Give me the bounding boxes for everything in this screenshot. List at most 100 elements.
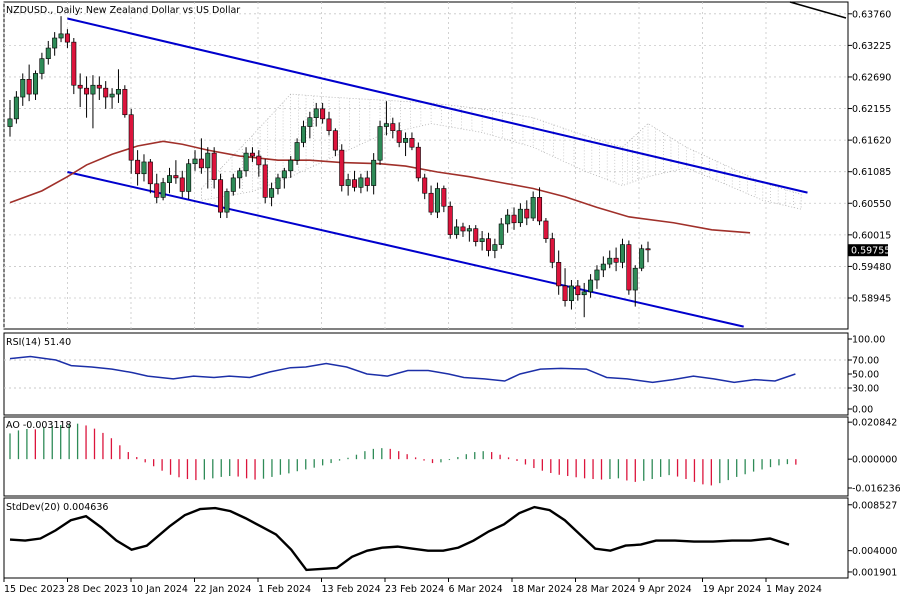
candle-body — [447, 205, 453, 235]
candle-body — [128, 114, 134, 161]
trendline-fragment — [789, 1, 847, 19]
candle-body — [167, 175, 173, 183]
stddev-tick-label: 0.001901 — [852, 567, 897, 578]
candle-body — [39, 58, 45, 74]
candle-body — [58, 33, 64, 39]
candle-body — [485, 238, 491, 251]
candle-body — [524, 208, 530, 219]
rsi-path — [9, 355, 796, 384]
candle-body — [7, 118, 13, 127]
rsi-level-lines — [4, 359, 848, 389]
price-tick-label: 0.60550 — [852, 199, 891, 210]
time-tick-label: 1 May 2024 — [766, 584, 822, 595]
time-axis: 15 Dec 2023 28 Dec 2023 10 Jan 2024 22 Jan … — [3, 578, 822, 595]
candle-body — [288, 159, 294, 172]
candle-body — [639, 248, 645, 269]
candle-body — [218, 179, 224, 213]
time-tick-label: 10 Jan 2024 — [131, 584, 188, 595]
time-tick-label: 18 Mar 2024 — [512, 584, 572, 595]
ichimoku-cloud — [200, 93, 802, 210]
ao-histogram — [9, 423, 797, 486]
candle-body — [600, 263, 606, 271]
price-tick-label: 0.59480 — [852, 262, 891, 273]
time-tick-label: 23 Feb 2024 — [385, 584, 444, 595]
candle-body — [549, 238, 555, 263]
candle-body — [383, 123, 389, 127]
rsi-line — [9, 355, 796, 384]
candle-body — [339, 149, 345, 186]
candle-body — [332, 130, 338, 151]
candle-body — [511, 214, 517, 224]
candle-body — [632, 267, 638, 291]
candle-body — [230, 177, 236, 192]
candle-body — [390, 123, 396, 131]
candle-body — [281, 170, 287, 179]
candle-body — [64, 33, 70, 43]
ao-tick-label: -0.016236 — [852, 483, 900, 494]
candle-body — [77, 84, 83, 89]
stddev-pane[interactable]: 0.008527 0.004000 0.001901 StdDev(20) 0.00… — [3, 497, 897, 579]
ao-pane[interactable]: 0.020842 0.000000 -0.016236 AO -0.003118 — [3, 416, 900, 497]
candle-body — [562, 285, 568, 301]
candle-body — [345, 179, 351, 186]
rsi-tick-label: 100.00 — [852, 335, 885, 346]
stddev-line — [9, 505, 790, 572]
candle-body — [211, 152, 217, 180]
candle-body — [428, 192, 434, 213]
candle-body — [454, 226, 460, 235]
candle-body — [237, 170, 243, 179]
candle-body — [441, 188, 447, 207]
candle-body — [13, 96, 19, 120]
current-price-marker: 0.59755 — [848, 244, 890, 257]
candle-body — [96, 84, 102, 89]
candle-body — [607, 257, 613, 265]
candle-body — [403, 138, 409, 143]
candle-body — [479, 238, 485, 242]
ao-pane-frame — [3, 416, 849, 497]
candle-body — [103, 87, 109, 98]
candle-body — [645, 248, 651, 251]
candle-body — [294, 142, 300, 161]
stddev-label: StdDev(20) 0.004636 — [6, 502, 108, 513]
candle-body — [147, 161, 153, 185]
time-tick-label: 9 Apr 2024 — [639, 584, 692, 595]
price-pane[interactable]: 0.63760 0.63225 0.62690 0.62155 0.61620 0.610… — [3, 1, 891, 330]
ao-label: AO -0.003118 — [6, 420, 72, 431]
rsi-label: RSI(14) 51.40 — [6, 337, 71, 348]
candle-body — [326, 118, 332, 131]
rsi-axis: 100.00 70.00 50.00 30.00 0.00 — [848, 335, 885, 416]
candle-body — [135, 159, 141, 175]
ao-tick-label: 0.020842 — [852, 418, 897, 429]
candle-body — [498, 223, 504, 245]
candle-body — [173, 175, 179, 179]
candle-body — [52, 37, 58, 49]
candle-body — [90, 84, 96, 95]
candle-body — [26, 79, 32, 95]
rsi-pane[interactable]: 100.00 70.00 50.00 30.00 0.00 RSI(14) 51.40 — [3, 332, 885, 416]
candle-body — [141, 161, 147, 175]
channel-line — [67, 171, 744, 328]
candle-body — [243, 152, 249, 172]
candle-body — [352, 179, 358, 188]
channel-line — [67, 17, 808, 194]
candle-body — [160, 182, 166, 198]
price-axis: 0.63760 0.63225 0.62690 0.62155 0.61620 0.610… — [848, 9, 891, 305]
candle-body — [460, 226, 466, 232]
candle-body — [568, 285, 574, 301]
price-tick-label: 0.58945 — [852, 294, 891, 305]
candle-body — [422, 177, 428, 194]
time-tick-label: 1 Feb 2024 — [258, 584, 311, 595]
stddev-path — [9, 505, 790, 572]
candle-body — [300, 126, 306, 143]
price-tick-label: 0.63225 — [852, 41, 891, 52]
price-tick-label: 0.62690 — [852, 72, 891, 83]
price-pane-frame — [3, 1, 849, 330]
candle-body — [556, 262, 562, 287]
current-price-label: 0.59755 — [851, 246, 890, 257]
price-tick-label: 0.61620 — [852, 136, 891, 147]
candle-body — [473, 228, 479, 242]
candle-body — [575, 285, 581, 296]
time-tick-label: 28 Dec 2023 — [68, 584, 129, 595]
candle-body — [256, 155, 262, 166]
